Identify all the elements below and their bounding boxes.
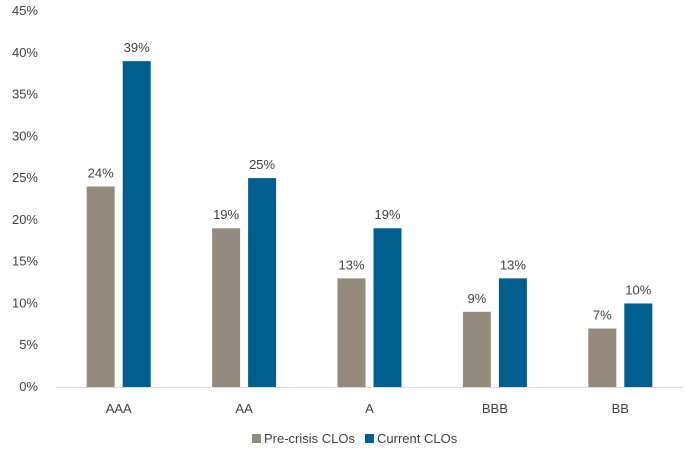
data-labels: 24% 39% 19% 25% 13% 19% 9% 13% 7% 10% <box>88 40 652 322</box>
bar <box>462 311 491 387</box>
data-label: 19% <box>374 207 400 222</box>
y-tick-label: 20% <box>12 212 38 227</box>
bar <box>624 303 653 387</box>
y-tick-label: 45% <box>12 3 38 18</box>
y-axis: 0% 5% 10% 15% 20% 25% 30% 35% 40% 45% <box>12 3 38 394</box>
y-tick-label: 40% <box>12 45 38 60</box>
data-label: 39% <box>124 40 150 55</box>
bars <box>86 61 653 388</box>
bar <box>373 228 402 387</box>
legend: Pre-crisis CLOs Current CLOs <box>252 431 458 446</box>
bar <box>588 328 617 387</box>
y-tick-label: 25% <box>12 170 38 185</box>
x-tick-label: BBB <box>482 401 508 416</box>
x-tick-label: A <box>365 401 374 416</box>
y-tick-label: 15% <box>12 254 38 269</box>
bar <box>122 61 151 388</box>
data-label: 9% <box>468 291 487 306</box>
legend-swatch <box>365 434 374 443</box>
x-tick-label: AAA <box>106 401 132 416</box>
legend-swatch <box>252 434 261 443</box>
data-label: 25% <box>249 157 275 172</box>
x-tick-label: AA <box>235 401 253 416</box>
data-label: 10% <box>625 282 651 297</box>
bar <box>248 178 277 387</box>
y-tick-label: 35% <box>12 87 38 102</box>
y-tick-label: 10% <box>12 295 38 310</box>
legend-label: Current CLOs <box>377 431 458 446</box>
bar <box>337 278 366 387</box>
y-tick-label: 30% <box>12 128 38 143</box>
bar <box>86 186 115 387</box>
data-label: 13% <box>338 257 364 272</box>
x-axis: AAA AA A BBB BB <box>106 401 629 416</box>
legend-label: Pre-crisis CLOs <box>264 431 356 446</box>
data-label: 7% <box>593 308 612 323</box>
data-label: 24% <box>88 165 114 180</box>
bar <box>212 228 241 387</box>
data-label: 13% <box>500 257 526 272</box>
x-tick-label: BB <box>612 401 629 416</box>
y-tick-label: 5% <box>19 337 38 352</box>
data-label: 19% <box>213 207 239 222</box>
y-tick-label: 0% <box>19 379 38 394</box>
bar <box>498 278 527 387</box>
